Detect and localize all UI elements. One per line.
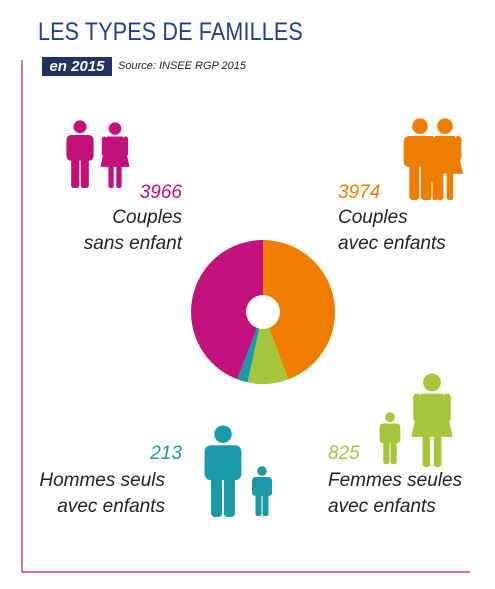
head: [108, 122, 122, 135]
dress: [411, 393, 453, 437]
leg: [433, 435, 442, 467]
value-label: 3966: [139, 182, 182, 203]
leg: [116, 165, 122, 188]
leg: [262, 491, 269, 516]
leg: [390, 438, 397, 464]
subtitle: en 2015: [42, 57, 112, 76]
chart-title: LES TYPES DE FAMILLES: [38, 18, 303, 46]
head: [385, 412, 395, 423]
torso: [66, 134, 94, 161]
icon-man: [204, 425, 242, 517]
category-label: Couples sans enfant: [83, 207, 182, 254]
leg: [426, 177, 432, 200]
arm: [454, 136, 462, 161]
torso: [204, 445, 242, 481]
value-label: 213: [150, 443, 182, 464]
leg: [211, 471, 223, 517]
head: [423, 373, 441, 392]
value-label: 825: [328, 443, 360, 464]
leg: [108, 165, 114, 188]
head: [437, 118, 453, 134]
leg: [80, 154, 89, 188]
torso: [252, 477, 272, 496]
leg: [255, 491, 262, 516]
leg: [383, 438, 390, 464]
leg: [432, 177, 438, 200]
leg: [446, 172, 454, 200]
arm: [443, 393, 451, 422]
head: [73, 120, 87, 134]
arm: [101, 136, 108, 157]
head: [214, 425, 232, 443]
icon-man: [66, 120, 94, 188]
donut-slice: [191, 240, 263, 380]
torso: [379, 423, 401, 444]
icon-woman: [100, 122, 130, 188]
icon-man: [252, 466, 272, 516]
value-label: 3974: [338, 182, 381, 203]
donut-slice: [263, 240, 336, 380]
leg: [223, 471, 235, 517]
leg: [409, 159, 420, 200]
head: [427, 155, 437, 164]
head: [257, 466, 267, 476]
leg: [422, 435, 431, 467]
icon-woman: [411, 373, 453, 467]
category-label: Femmes seules avec enfants: [328, 470, 463, 517]
icon-man: [379, 412, 401, 464]
head: [412, 118, 428, 134]
donut-slice: [237, 327, 260, 383]
category-label: Couples avec enfants: [338, 207, 446, 254]
source: Source: INSEE RGP 2015: [118, 60, 246, 72]
category-label: Hommes seuls avec enfants: [39, 470, 165, 517]
arm: [413, 393, 421, 422]
donut-slice: [247, 327, 289, 384]
arm: [428, 136, 436, 161]
leg: [71, 154, 80, 188]
icon-man: [423, 155, 441, 200]
dress: [426, 136, 464, 174]
torso: [423, 164, 441, 182]
dress: [100, 136, 130, 167]
arm: [122, 136, 129, 157]
